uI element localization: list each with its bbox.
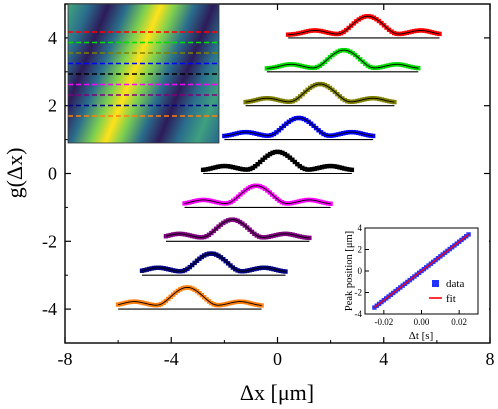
- legend-data-label: data: [446, 278, 464, 290]
- legend-data-marker: [432, 280, 439, 287]
- legend-fit-label: fit: [446, 293, 456, 305]
- series-2: [163, 217, 312, 242]
- fit-curve: [203, 151, 352, 171]
- data-point: [264, 66, 270, 71]
- y-tick-label: -4: [42, 299, 57, 319]
- x-axis-label: Δx [μm]: [240, 380, 314, 405]
- heatmap-stripes: [68, 4, 219, 143]
- inset-y-tick-label: 2: [358, 245, 363, 255]
- series-8: [285, 14, 442, 39]
- heatmap-frame: [67, 3, 220, 144]
- fit-curve: [141, 253, 286, 273]
- inset-y-tick-label: -4: [355, 309, 363, 319]
- peak-position-inset: -0.02 0.00 0.02 -4 -2 0 2 4 Δt [s] Peak positio…: [344, 216, 489, 342]
- fit-curve: [184, 185, 331, 205]
- data-point: [370, 133, 376, 139]
- inset-y-axis-label: Peak position [μm]: [344, 231, 355, 311]
- y-tick-label: 0: [48, 164, 57, 184]
- inset-y-tick-label: -2: [355, 288, 363, 298]
- data-point: [437, 31, 442, 37]
- inset-y-tick-label: 4: [358, 223, 363, 233]
- fit-curve: [118, 286, 262, 306]
- heatmap-inset: [67, 3, 220, 144]
- y-tick-label: 2: [48, 96, 57, 116]
- series-5: [222, 115, 376, 141]
- x-tick-label: 0: [273, 349, 282, 369]
- inset-x-tick-label: -0.02: [374, 317, 393, 327]
- series-3: [182, 183, 333, 208]
- y-tick-label: -2: [42, 231, 57, 251]
- series-0: [115, 285, 264, 310]
- data-point: [328, 201, 333, 206]
- series-7: [264, 47, 421, 73]
- inset-legend: data fit: [429, 278, 464, 305]
- fit-curve: [165, 219, 310, 239]
- inset-x-tick-label: 0.02: [451, 317, 467, 327]
- fit-curve: [245, 83, 395, 103]
- fit-curve: [266, 49, 419, 69]
- heatmap-dashed-lines: [68, 31, 219, 117]
- data-point: [222, 133, 227, 139]
- y-axis-label: g(Δx): [2, 148, 27, 199]
- main-chart: -8 -4 0 4 8 -4 -2 0 2 4 Δx [μm] g(Δx): [2, 3, 495, 405]
- series-4: [200, 149, 355, 175]
- x-tick-label: 8: [486, 349, 495, 369]
- series-6: [243, 81, 397, 107]
- fit-curve: [224, 117, 374, 137]
- inset-fit-line: [374, 233, 469, 309]
- main-series-group: [115, 14, 442, 310]
- x-tick-label: 4: [379, 349, 388, 369]
- y-tick-label: 4: [48, 28, 57, 48]
- x-tick-label: -4: [164, 349, 179, 369]
- series-1: [139, 251, 288, 276]
- x-tick-label: -8: [58, 349, 73, 369]
- inset-series: [372, 232, 471, 310]
- main-axis-ticks: -8 -4 0 4 8 -4 -2 0 2 4: [42, 4, 495, 369]
- inset-x-tick-label: 0.00: [414, 317, 430, 327]
- inset-x-axis-label: Δt [s]: [409, 330, 434, 342]
- inset-y-tick-label: 0: [358, 266, 363, 276]
- inset-axis-ticks: -0.02 0.00 0.02 -4 -2 0 2 4: [355, 223, 468, 327]
- fit-curve: [288, 15, 440, 36]
